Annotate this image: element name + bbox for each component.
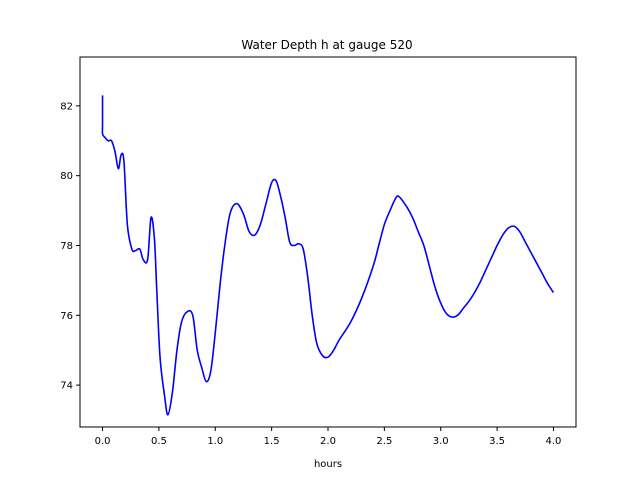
y-tick-label: 82 — [60, 101, 73, 112]
x-tick-label: 2.5 — [376, 436, 392, 447]
series-line-0 — [101, 95, 555, 416]
x-tick-label: 2.0 — [320, 436, 336, 447]
x-tick-label: 3.0 — [433, 436, 449, 447]
x-axis: 0.0 0.5 1.0 1.5 2.0 2.5 3.0 3.5 4.0 — [95, 427, 562, 447]
y-tick-label: 74 — [60, 381, 73, 392]
x-tick-label: 1.5 — [264, 436, 280, 447]
x-axis-title: hours — [314, 459, 342, 470]
x-tick-label: 0.5 — [151, 436, 167, 447]
y-tick-label: 78 — [60, 241, 73, 252]
chart-title: Water Depth h at gauge 520 — [241, 38, 412, 52]
x-tick-label: 0.0 — [95, 436, 111, 447]
x-tick-label: 3.5 — [489, 436, 505, 447]
y-tick-label: 80 — [60, 171, 73, 182]
x-tick-label: 4.0 — [546, 436, 562, 447]
x-tick-label: 1.0 — [207, 436, 223, 447]
y-tick-label: 76 — [60, 311, 73, 322]
series-layer — [101, 95, 555, 416]
y-axis: 74 76 78 80 82 — [60, 101, 80, 392]
